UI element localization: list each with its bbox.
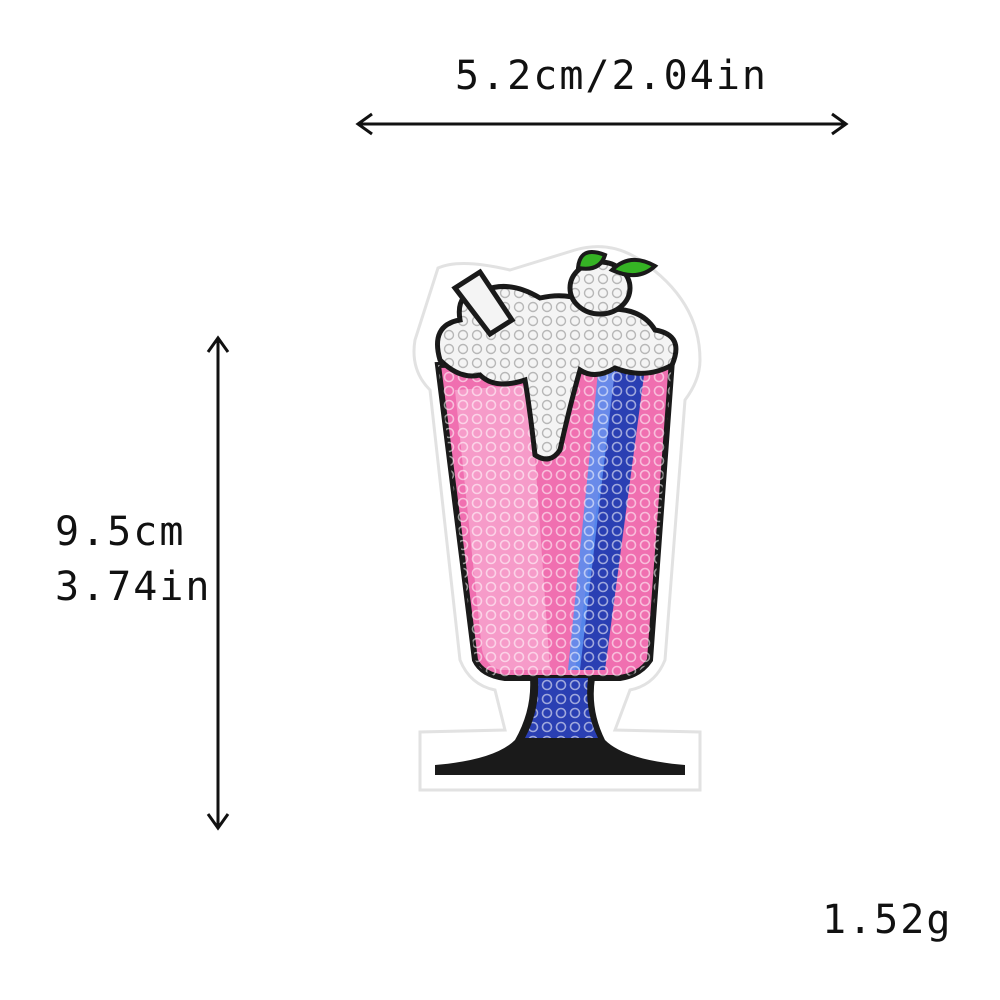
wafer-stick <box>451 268 516 338</box>
leaf-left <box>575 250 608 271</box>
weight-measurement: 1.52g <box>822 897 953 943</box>
leaf-right <box>608 258 659 278</box>
width-arrow <box>355 112 849 136</box>
milkshake-sequin-patch-icon <box>412 245 702 792</box>
width-measurement: 5.2cm/2.04in <box>455 53 768 99</box>
height-arrow <box>206 335 230 831</box>
height-measurement-in: 3.74in <box>55 564 212 610</box>
height-measurement-cm: 9.5cm <box>55 509 186 555</box>
